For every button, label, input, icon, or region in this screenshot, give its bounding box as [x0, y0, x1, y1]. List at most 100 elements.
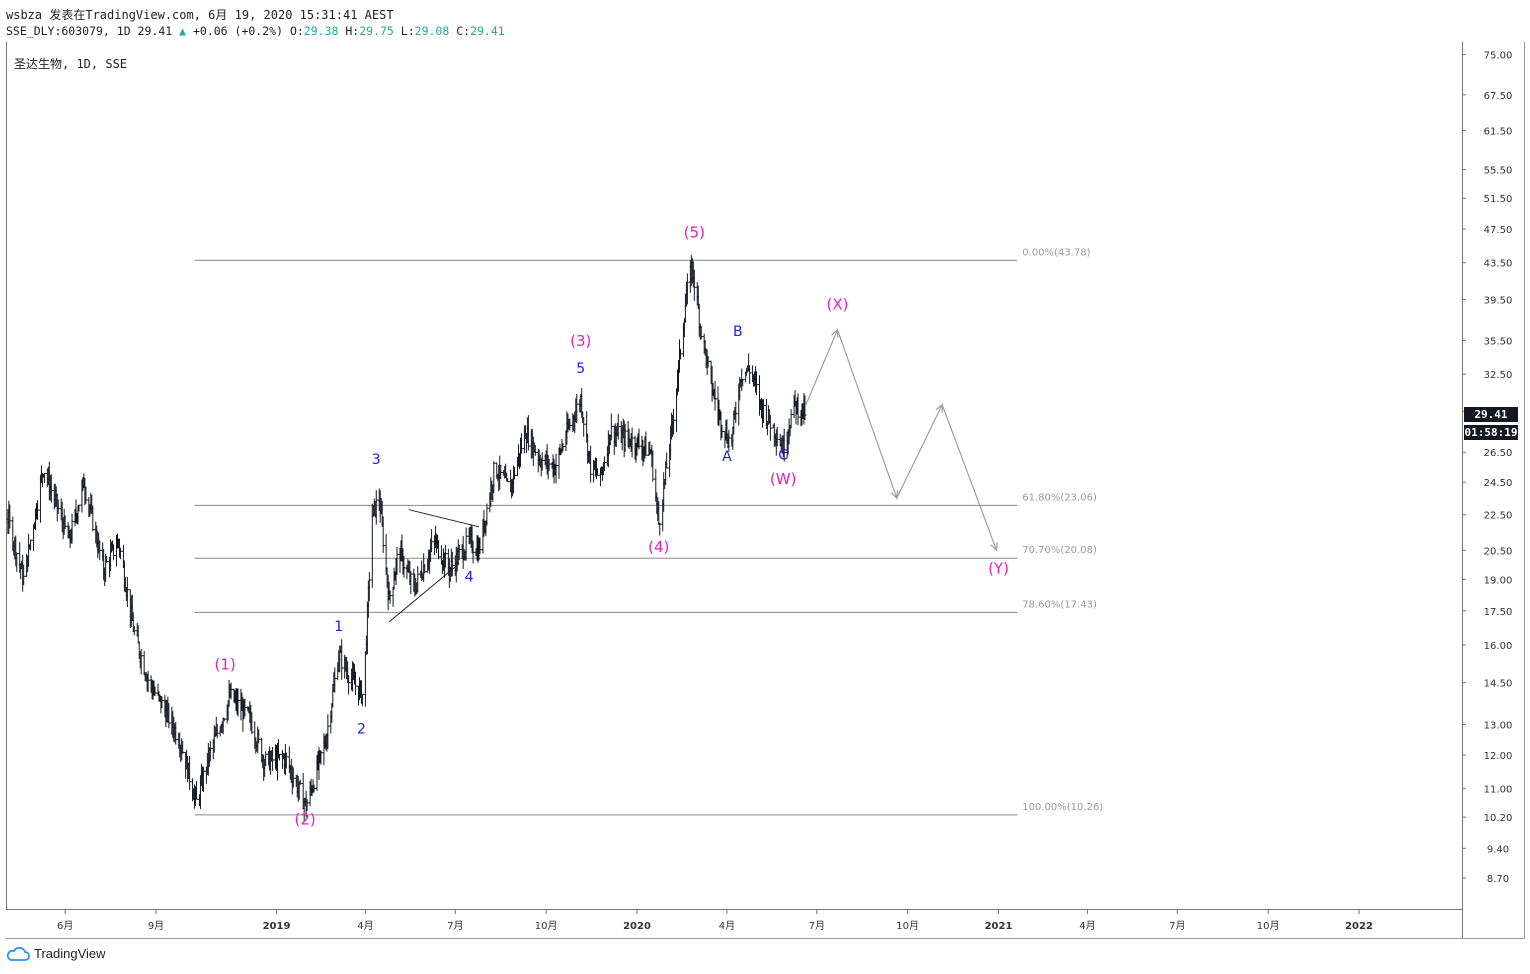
ohlc-bar — [153, 686, 157, 697]
ohlc-bar — [554, 453, 558, 484]
cloud-icon — [6, 946, 30, 961]
time-tick-label: 4月 — [357, 920, 373, 932]
price-tick-label: 13.00 — [1484, 720, 1513, 731]
ohlc-bar — [568, 418, 572, 431]
ohlc-bar — [623, 423, 627, 452]
ohlc-bar — [637, 428, 641, 450]
price-tick-label: 43.50 — [1484, 259, 1513, 270]
ohlc-bar — [291, 767, 295, 788]
ohlc-bar — [305, 799, 309, 811]
up-arrow-icon: ▲ — [179, 24, 187, 38]
fib-level-label: 0.00%(43.78) — [1022, 247, 1090, 258]
ohlc-bar — [391, 586, 395, 607]
ohlc-bar — [492, 461, 496, 494]
fib-level-label: 61.80%(23.06) — [1022, 492, 1097, 503]
ohlc-bar — [596, 468, 600, 476]
wave-label: 2 — [357, 721, 366, 737]
price-tick-label: 9.40 — [1487, 844, 1509, 855]
change-value: +0.06 (+0.2%) — [192, 24, 283, 38]
ohlc-bar — [229, 682, 233, 700]
wave-label: (X) — [827, 295, 849, 313]
brand-name: TradingView — [34, 946, 106, 961]
ohlc-bar — [699, 325, 703, 340]
time-tick-label: 4月 — [1079, 920, 1095, 932]
triangle-lower-line — [388, 563, 460, 623]
ohlc-bar — [499, 464, 503, 479]
ohlc-bar — [609, 413, 613, 441]
ohlc-bar — [15, 552, 19, 572]
ohlc-bar — [271, 746, 275, 771]
ohlc-bar — [450, 551, 454, 577]
wave-label: 5 — [576, 361, 585, 377]
ohlc-bar — [118, 547, 122, 560]
wave-label: (3) — [570, 332, 591, 350]
fib-level-label: 78.60%(17.43) — [1022, 599, 1097, 610]
ohlc-bar — [243, 698, 247, 717]
ohlc-bar — [91, 505, 95, 532]
ohlc-bar — [734, 401, 738, 424]
ohlc-bar — [533, 445, 537, 456]
time-tick-label: 7月 — [809, 920, 825, 932]
ohlc-bar — [796, 393, 800, 426]
price-tick-label: 35.50 — [1484, 336, 1513, 347]
ohlc-bar — [132, 625, 136, 636]
ohlc-bar — [250, 712, 254, 735]
ohlc-bar — [347, 674, 351, 695]
ohlc-bar — [720, 424, 724, 438]
ohlc-bar — [29, 539, 33, 551]
wave-label: 3 — [372, 452, 381, 468]
ohlc-bar — [761, 399, 765, 424]
projection-arrowhead — [890, 490, 899, 500]
time-tick-label: 10月 — [896, 920, 919, 932]
ohlc-bar — [706, 355, 710, 368]
ohlc-bar — [540, 452, 544, 471]
ohlc-bar — [471, 540, 475, 564]
ohlc-bar — [436, 540, 440, 560]
ohlc-bar — [561, 443, 565, 452]
ohlc-bar — [319, 750, 323, 765]
ohlc-bar — [789, 409, 793, 429]
ohlc-bar — [430, 529, 434, 552]
time-tick-label: 7月 — [1169, 920, 1185, 932]
ohlc-bar — [768, 414, 772, 441]
price-tick-label: 75.00 — [1484, 51, 1513, 62]
ohlc-bar — [264, 751, 268, 767]
ohlc-bar — [547, 458, 551, 471]
ohlc-bar — [63, 515, 67, 530]
wave-label: (1) — [215, 656, 236, 674]
open-label: O: — [289, 24, 304, 38]
ohlc-bar — [35, 500, 39, 520]
ohlc-bar — [602, 456, 606, 472]
ohlc-bar — [333, 667, 337, 693]
bar-countdown-tag: 01:58:19 — [1464, 425, 1518, 440]
projection-arrowhead — [990, 542, 998, 552]
symbol-info: SSE_DLY:603079, 1D 29.41 — [6, 24, 173, 38]
price-tick-label: 12.00 — [1484, 751, 1513, 762]
chart-pane[interactable] — [6, 42, 1462, 910]
ohlc-bar — [478, 537, 482, 555]
wave-label: C — [778, 447, 788, 463]
ohlc-bar — [443, 544, 447, 568]
ohlc-bar — [222, 717, 226, 722]
tradingview-logo[interactable]: TradingView — [6, 946, 106, 961]
ohlc-bar — [188, 755, 192, 791]
projection-arrowhead — [935, 403, 943, 413]
ohlc-bar — [142, 651, 146, 676]
price-tick-label: 26.50 — [1484, 448, 1513, 459]
ohlc-bar — [326, 714, 330, 749]
ohlc-bar — [84, 486, 88, 504]
ohlc-bar — [672, 408, 676, 435]
price-tick-label: 24.50 — [1484, 478, 1513, 489]
publish-info: wsbza 发表在TradingView.com, 6月 19, 2020 15… — [6, 8, 394, 22]
ohlc-bar — [782, 428, 786, 462]
ohlc-bar — [277, 753, 281, 761]
ohlc-bar — [98, 540, 102, 560]
time-tick-label: 10月 — [535, 920, 558, 932]
price-tick-label: 47.50 — [1484, 225, 1513, 236]
ohlc-bar — [506, 478, 510, 483]
price-tick-label: 11.00 — [1484, 784, 1513, 795]
ohlc-bar — [298, 779, 302, 786]
ohlc-bar — [105, 555, 109, 563]
ohlc-bar — [457, 544, 461, 561]
